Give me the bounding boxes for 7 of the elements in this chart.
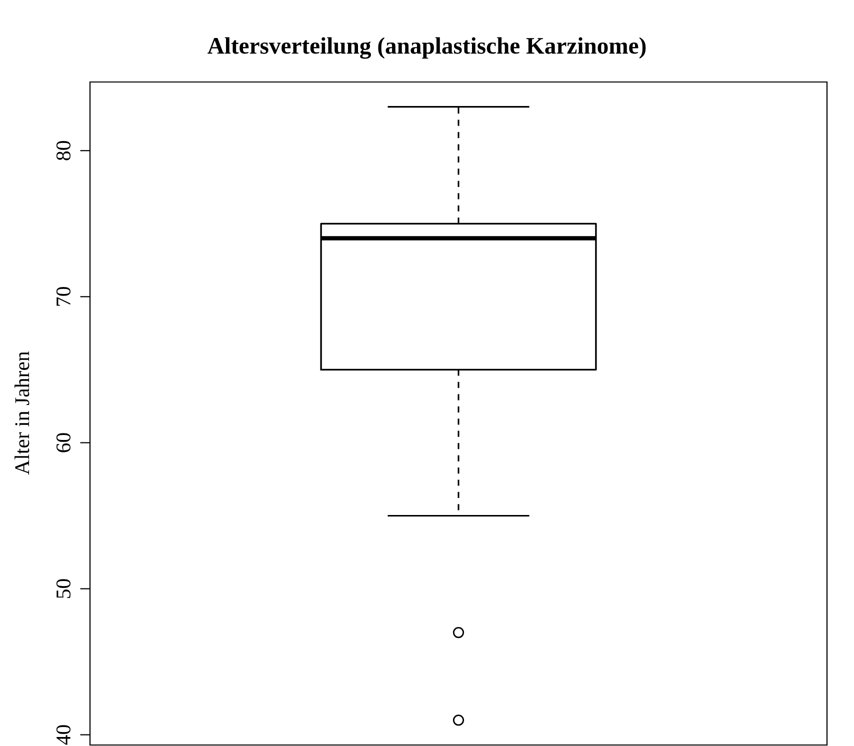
y-tick-label: 60 [56,433,70,452]
y-tick-label: 50 [56,579,70,598]
y-tick-label: 80 [56,141,70,160]
y-tick-label: 40 [56,725,70,745]
chart-title: Altersverteilung (anaplastische Karzinome) [208,37,646,59]
y-axis-title: Alter in Jahren [14,351,30,475]
y-tick-label: 70 [56,287,70,306]
